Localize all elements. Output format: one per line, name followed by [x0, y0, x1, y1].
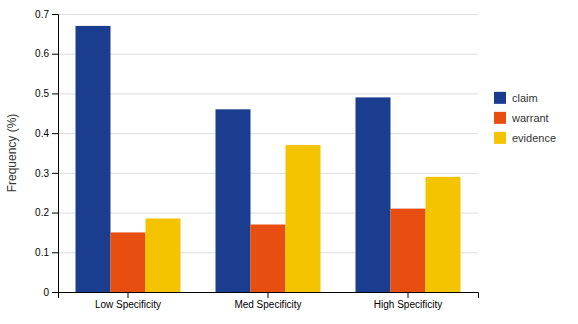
chart: 0 0.1 0.2 0.3 0.4 0.5 0.6 0.7 Low Specificity Med…: [0, 0, 578, 324]
bar: [146, 219, 181, 292]
x-tick: High Specificity: [374, 292, 442, 310]
y-tick-mark: [52, 14, 58, 15]
y-tick: 0.4: [35, 128, 58, 139]
x-axis: Low Specificity Med Specificity High Speci…: [59, 292, 479, 310]
bar: [216, 109, 251, 292]
grid-tick: [58, 133, 478, 134]
y-axis-line: [52, 15, 59, 293]
y-tick-mark: [52, 292, 58, 293]
y-tick-label: 0.5: [35, 88, 49, 99]
bar: [356, 97, 391, 292]
legend-label: evidence: [512, 132, 556, 144]
x-tick-label: High Specificity: [374, 299, 442, 310]
x-tick-mark: [408, 292, 409, 298]
bar-series: [111, 209, 426, 292]
y-tick-label: 0.6: [35, 48, 49, 59]
legend-item: warrant: [494, 112, 549, 124]
y-tick: 0.5: [35, 88, 58, 99]
legend-swatch: [494, 112, 506, 124]
y-tick-mark: [52, 133, 58, 134]
y-tick: 0.3: [35, 168, 58, 179]
grid-line: [58, 54, 478, 55]
grid-tick: [58, 54, 478, 55]
legend-item: claim: [494, 92, 538, 104]
y-tick-label: 0.2: [35, 207, 49, 218]
x-tick-mark: [128, 292, 129, 298]
bars: [76, 26, 461, 292]
y-tick: 0.7: [35, 9, 58, 20]
bar: [286, 145, 321, 292]
x-tick: Med Specificity: [234, 292, 301, 310]
legend-item: evidence: [494, 132, 556, 144]
y-tick-mark: [52, 54, 58, 55]
legend-label: claim: [512, 92, 538, 104]
legend-swatch: [494, 132, 506, 144]
bar: [111, 232, 146, 292]
y-tick: 0.2: [35, 207, 58, 218]
y-tick: 0: [43, 287, 58, 298]
bar: [251, 224, 286, 292]
grid-tick: [58, 14, 478, 15]
x-tick: Low Specificity: [95, 292, 161, 310]
grid-tick: [58, 173, 478, 174]
grid-line: [58, 14, 478, 15]
x-axis-line: [59, 293, 479, 299]
y-axis: 0 0.1 0.2 0.3 0.4 0.5 0.6 0.7: [35, 9, 58, 298]
bar: [426, 177, 461, 292]
x-tick-label: Med Specificity: [234, 299, 301, 310]
y-tick-mark: [52, 173, 58, 174]
grid-line: [58, 93, 478, 94]
y-tick-label: 0: [43, 287, 49, 298]
plot: 0 0.1 0.2 0.3 0.4 0.5 0.6 0.7 Low Specificity Med…: [35, 9, 478, 310]
bar: [391, 209, 426, 292]
y-tick-label: 0.1: [35, 247, 49, 258]
grid-tick: [58, 93, 478, 94]
y-tick-mark: [52, 213, 58, 214]
legend-swatch: [494, 92, 506, 104]
legend-label: warrant: [511, 112, 549, 124]
y-axis-title: Frequency (%): [5, 114, 19, 193]
x-tick-mark: [268, 292, 269, 298]
y-tick: 0.6: [35, 48, 58, 59]
bar-series: [146, 145, 461, 292]
x-tick-label: Low Specificity: [95, 299, 161, 310]
grid: [58, 15, 478, 293]
legend: claim warrant evidence: [494, 92, 556, 144]
grid-line: [58, 133, 478, 134]
bar: [76, 26, 111, 292]
bar-series: [76, 26, 391, 292]
y-tick-label: 0.3: [35, 168, 49, 179]
y-tick-mark: [52, 252, 58, 253]
grid-line: [58, 173, 478, 174]
y-tick: 0.1: [35, 247, 58, 258]
y-tick-mark: [52, 93, 58, 94]
y-tick-label: 0.7: [35, 9, 49, 20]
y-tick-label: 0.4: [35, 128, 49, 139]
